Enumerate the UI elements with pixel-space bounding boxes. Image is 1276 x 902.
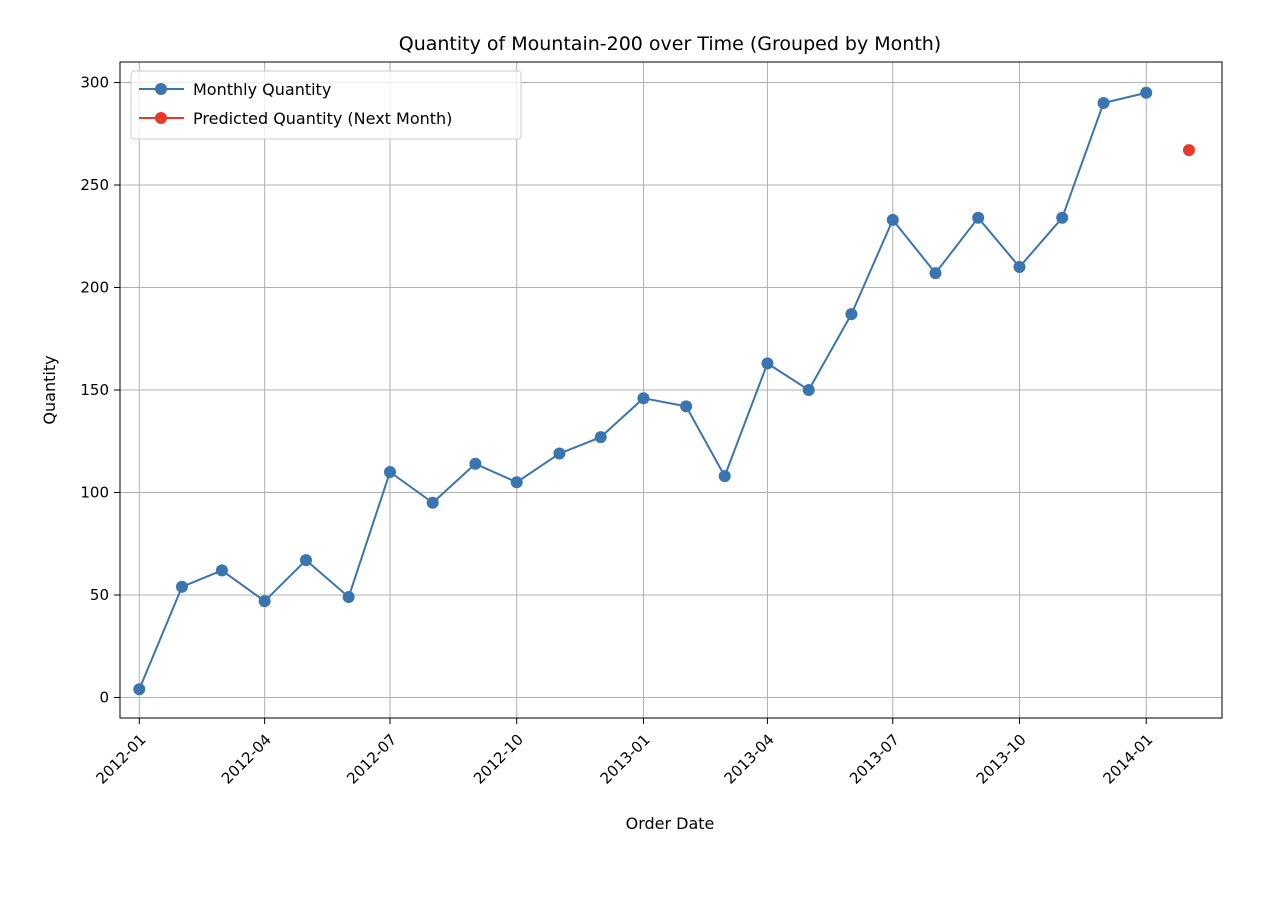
data-point: [637, 392, 650, 405]
legend-marker-predicted: [155, 112, 167, 124]
legend-box: [130, 70, 522, 140]
data-point: [426, 496, 439, 509]
data-point: [802, 384, 815, 396]
legend-marker-monthly: [155, 83, 167, 95]
y-tick-label: 0: [99, 689, 109, 707]
series-1: [1182, 144, 1195, 157]
data-point: [215, 564, 228, 577]
data-point: [510, 476, 523, 489]
y-tick-label: 200: [80, 279, 109, 297]
data-point: [1056, 211, 1069, 224]
data-point: [1182, 144, 1195, 157]
y-axis: 0 50 100 150 200 250 300: [80, 74, 120, 707]
series-0: [133, 86, 1153, 696]
data-point: [258, 595, 271, 608]
data-point: [845, 308, 858, 321]
data-point: [594, 431, 607, 444]
data-point: [1140, 86, 1153, 99]
data-point: [1013, 261, 1026, 273]
data-point: [972, 211, 985, 224]
y-tick-label: 250: [80, 176, 109, 194]
data-point: [553, 447, 566, 460]
data-point: [718, 470, 731, 483]
legend-label-monthly: Monthly Quantity: [193, 80, 331, 99]
y-tick-label: 300: [80, 74, 109, 92]
data-point: [383, 466, 396, 478]
series-layer: [133, 86, 1195, 696]
data-point: [1097, 97, 1110, 109]
chart-title: Quantity of Mountain-200 over Time (Grou…: [399, 33, 941, 55]
y-tick-label: 50: [90, 586, 109, 604]
legend: Monthly Quantity Predicted Quantity (Nex…: [130, 70, 522, 140]
data-point: [175, 580, 188, 593]
grid: [120, 62, 1222, 718]
data-point: [929, 267, 942, 280]
data-point: [761, 357, 774, 370]
data-point: [342, 591, 355, 604]
data-point: [680, 400, 693, 413]
legend-label-predicted: Predicted Quantity (Next Month): [193, 109, 452, 128]
y-tick-label: 100: [80, 484, 109, 502]
data-point: [133, 683, 146, 696]
y-tick-label: 150: [80, 381, 109, 399]
data-point: [299, 554, 312, 567]
x-axis-title: Order Date: [626, 814, 715, 833]
data-point: [886, 213, 899, 226]
data-point: [469, 457, 482, 470]
y-axis-title: Quantity: [40, 355, 59, 424]
